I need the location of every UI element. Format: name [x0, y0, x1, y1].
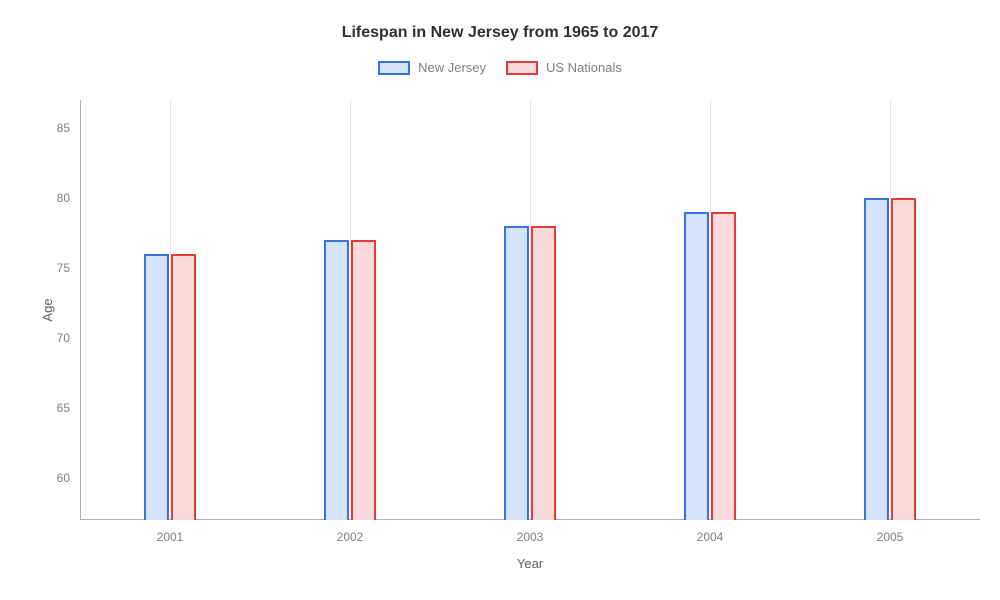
y-tick-label: 60: [57, 471, 80, 485]
chart-title: Lifespan in New Jersey from 1965 to 2017: [0, 24, 1000, 42]
y-tick-label: 85: [57, 121, 80, 135]
x-tick-label: 2005: [877, 520, 904, 544]
x-tick-label: 2004: [697, 520, 724, 544]
bar: [531, 226, 556, 520]
y-tick-label: 75: [57, 261, 80, 275]
bar: [684, 212, 709, 520]
bar: [891, 198, 916, 520]
legend-item: New Jersey: [378, 60, 486, 75]
legend-swatch: [506, 61, 538, 75]
chart-container: Lifespan in New Jersey from 1965 to 2017…: [0, 0, 1000, 600]
legend-label: New Jersey: [418, 60, 486, 75]
x-tick-label: 2001: [157, 520, 184, 544]
y-tick-label: 65: [57, 401, 80, 415]
bar: [864, 198, 889, 520]
bar: [504, 226, 529, 520]
legend-item: US Nationals: [506, 60, 622, 75]
legend: New Jersey US Nationals: [0, 60, 1000, 75]
y-tick-label: 80: [57, 191, 80, 205]
bar: [711, 212, 736, 520]
bar: [351, 240, 376, 520]
x-tick-label: 2002: [337, 520, 364, 544]
bar: [144, 254, 169, 520]
legend-swatch: [378, 61, 410, 75]
plot-area: Age Year 2001200220032004200560657075808…: [80, 100, 980, 520]
y-tick-label: 70: [57, 331, 80, 345]
bar: [171, 254, 196, 520]
x-tick-label: 2003: [517, 520, 544, 544]
y-axis-line: [80, 100, 81, 520]
legend-label: US Nationals: [546, 60, 622, 75]
y-axis-label: Age: [40, 298, 55, 321]
bar: [324, 240, 349, 520]
